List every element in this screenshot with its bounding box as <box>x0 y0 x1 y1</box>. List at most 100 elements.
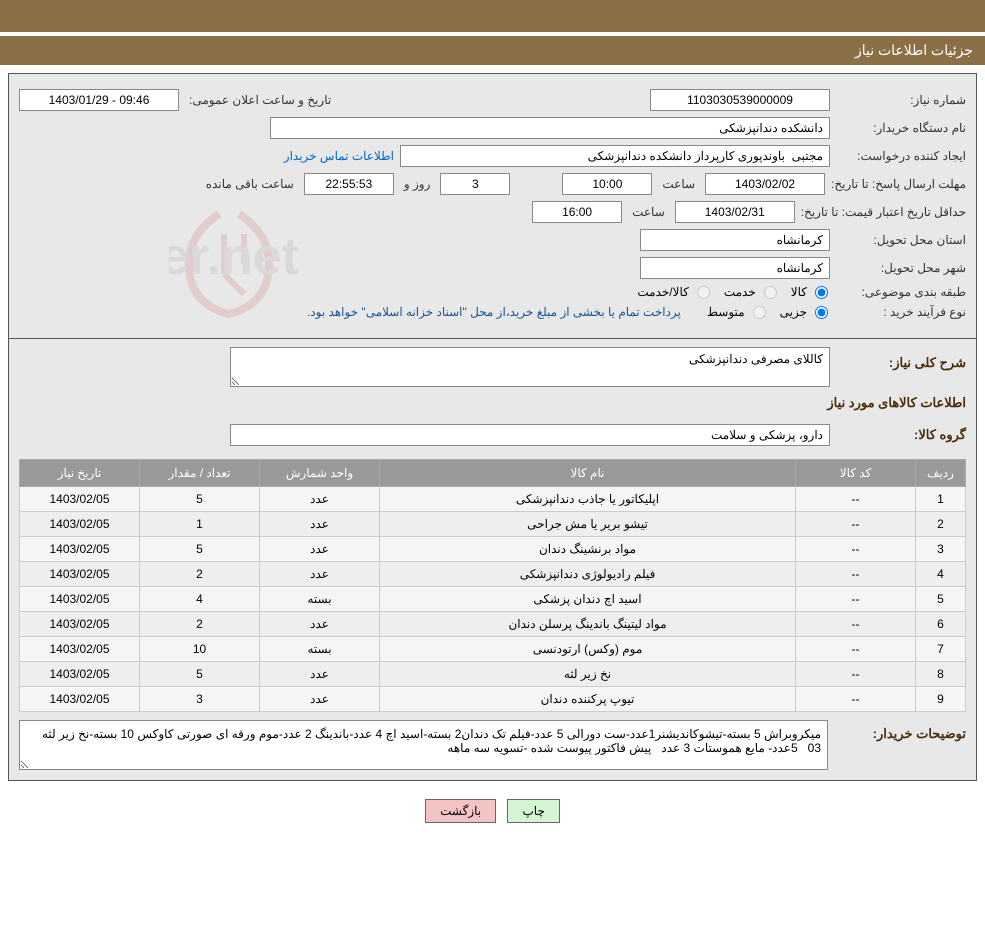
cell-date: 1403/02/05 <box>20 562 140 587</box>
remaining-label: ساعت باقی مانده <box>202 177 298 191</box>
cell-code: -- <box>796 687 916 712</box>
cell-name: مواد برنشینگ دندان <box>380 537 796 562</box>
row-validity: حداقل تاریخ اعتبار قیمت: تا تاریخ: ساعت <box>19 201 966 223</box>
days-remaining-input[interactable] <box>440 173 510 195</box>
cell-qty: 3 <box>140 687 260 712</box>
creator-input[interactable] <box>400 145 830 167</box>
back-button[interactable]: بازگشت <box>425 799 496 823</box>
row-buyer-org: نام دستگاه خریدار: <box>19 117 966 139</box>
button-row: چاپ بازگشت <box>0 789 985 833</box>
desc-textarea[interactable] <box>230 347 830 387</box>
cell-name: اسید اچ دندان پزشکی <box>380 587 796 612</box>
province-input[interactable] <box>640 229 830 251</box>
divider-1 <box>9 338 976 339</box>
cell-unit: عدد <box>260 662 380 687</box>
items-table: ردیف کد کالا نام کالا واحد شمارش تعداد /… <box>19 459 966 712</box>
page-title-bar: جزئیات اطلاعات نیاز <box>0 36 985 65</box>
row-province: استان محل تحویل: <box>19 229 966 251</box>
cell-idx: 4 <box>916 562 966 587</box>
announce-input[interactable] <box>19 89 179 111</box>
deadline-date-input[interactable] <box>705 173 825 195</box>
cell-name: تیشو بریر یا مش جراحی <box>380 512 796 537</box>
contact-link[interactable]: اطلاعات تماس خریدار <box>284 149 394 163</box>
th-code: کد کالا <box>796 460 916 487</box>
form-section: AriaTender.net شماره نیاز: تاریخ و ساعت … <box>19 84 966 330</box>
cell-idx: 7 <box>916 637 966 662</box>
row-category: طبقه بندی موضوعی: کالا خدمت کالا/خدمت <box>19 285 966 299</box>
row-buytype: نوع فرآیند خرید : جزیی متوسط پرداخت تمام… <box>19 305 966 319</box>
buytype-medium-radio[interactable] <box>753 306 766 319</box>
row-city: شهر محل تحویل: <box>19 257 966 279</box>
cell-name: نخ زیر لثه <box>380 662 796 687</box>
th-date: تاریخ نیاز <box>20 460 140 487</box>
days-label: روز و <box>400 177 435 191</box>
items-table-head: ردیف کد کالا نام کالا واحد شمارش تعداد /… <box>20 460 966 487</box>
buyer-org-input[interactable] <box>270 117 830 139</box>
table-row: 4--فیلم رادیولوژی دندانپزشکیعدد21403/02/… <box>20 562 966 587</box>
th-name: نام کالا <box>380 460 796 487</box>
req-number-label: شماره نیاز: <box>836 93 966 107</box>
cell-unit: عدد <box>260 487 380 512</box>
items-section-title: اطلاعات کالاهای مورد نیاز <box>19 395 966 411</box>
cell-idx: 6 <box>916 612 966 637</box>
cell-date: 1403/02/05 <box>20 587 140 612</box>
province-label: استان محل تحویل: <box>836 233 966 247</box>
cat-goods-radio[interactable] <box>815 286 828 299</box>
row-deadline: مهلت ارسال پاسخ: تا تاریخ: ساعت روز و سا… <box>19 173 966 195</box>
main-panel: AriaTender.net شماره نیاز: تاریخ و ساعت … <box>8 73 977 781</box>
category-radios: کالا خدمت کالا/خدمت <box>629 285 830 299</box>
cell-date: 1403/02/05 <box>20 537 140 562</box>
cell-unit: عدد <box>260 512 380 537</box>
creator-label: ایجاد کننده درخواست: <box>836 149 966 163</box>
city-input[interactable] <box>640 257 830 279</box>
cell-code: -- <box>796 537 916 562</box>
row-notes: توضیحات خریدار: <box>19 720 966 770</box>
cell-code: -- <box>796 612 916 637</box>
req-number-input[interactable] <box>650 89 830 111</box>
cat-service-radio[interactable] <box>764 286 777 299</box>
cell-qty: 10 <box>140 637 260 662</box>
cell-date: 1403/02/05 <box>20 512 140 537</box>
cell-unit: عدد <box>260 562 380 587</box>
city-label: شهر محل تحویل: <box>836 261 966 275</box>
cell-name: مواد لیتینگ باندینگ پرسلن دندان <box>380 612 796 637</box>
cell-unit: عدد <box>260 537 380 562</box>
notes-label: توضیحات خریدار: <box>836 720 966 742</box>
cat-both-label: کالا/خدمت <box>629 285 690 299</box>
cell-unit: عدد <box>260 612 380 637</box>
cat-both-radio[interactable] <box>697 286 710 299</box>
row-group: گروه کالا: <box>19 419 966 451</box>
group-input[interactable] <box>230 424 830 446</box>
table-row: 3--مواد برنشینگ دندانعدد51403/02/05 <box>20 537 966 562</box>
cat-goods-label: کالا <box>783 285 809 299</box>
cell-qty: 5 <box>140 487 260 512</box>
deadline-time-input[interactable] <box>562 173 652 195</box>
top-bar <box>0 0 985 32</box>
cell-unit: بسته <box>260 637 380 662</box>
announce-label: تاریخ و ساعت اعلان عمومی: <box>185 93 335 107</box>
row-req-number: شماره نیاز: تاریخ و ساعت اعلان عمومی: <box>19 89 966 111</box>
buyer-org-label: نام دستگاه خریدار: <box>836 121 966 135</box>
table-row: 8--نخ زیر لثهعدد51403/02/05 <box>20 662 966 687</box>
deadline-label: مهلت ارسال پاسخ: تا تاریخ: <box>831 177 966 191</box>
cell-date: 1403/02/05 <box>20 487 140 512</box>
buytype-small-label: جزیی <box>772 305 809 319</box>
buytype-radios: جزیی متوسط <box>699 305 830 319</box>
time-remaining-input[interactable] <box>304 173 394 195</box>
row-description: شرح کلی نیاز: <box>19 347 966 387</box>
th-qty: تعداد / مقدار <box>140 460 260 487</box>
buytype-small-radio[interactable] <box>815 306 828 319</box>
validity-label: حداقل تاریخ اعتبار قیمت: تا تاریخ: <box>801 205 966 219</box>
print-button[interactable]: چاپ <box>507 799 559 823</box>
cell-qty: 2 <box>140 612 260 637</box>
notes-textarea[interactable] <box>19 720 828 770</box>
validity-date-input[interactable] <box>675 201 795 223</box>
table-row: 7--موم (وکس) ارتودنسیبسته101403/02/05 <box>20 637 966 662</box>
cell-idx: 3 <box>916 537 966 562</box>
cell-name: اپلیکاتور یا جاذب دندانپزشکی <box>380 487 796 512</box>
table-row: 9--تیوپ پرکننده دندانعدد31403/02/05 <box>20 687 966 712</box>
cell-code: -- <box>796 487 916 512</box>
validity-time-input[interactable] <box>532 201 622 223</box>
buytype-note: پرداخت تمام یا بخشی از مبلغ خرید،از محل … <box>303 305 693 319</box>
cell-idx: 1 <box>916 487 966 512</box>
